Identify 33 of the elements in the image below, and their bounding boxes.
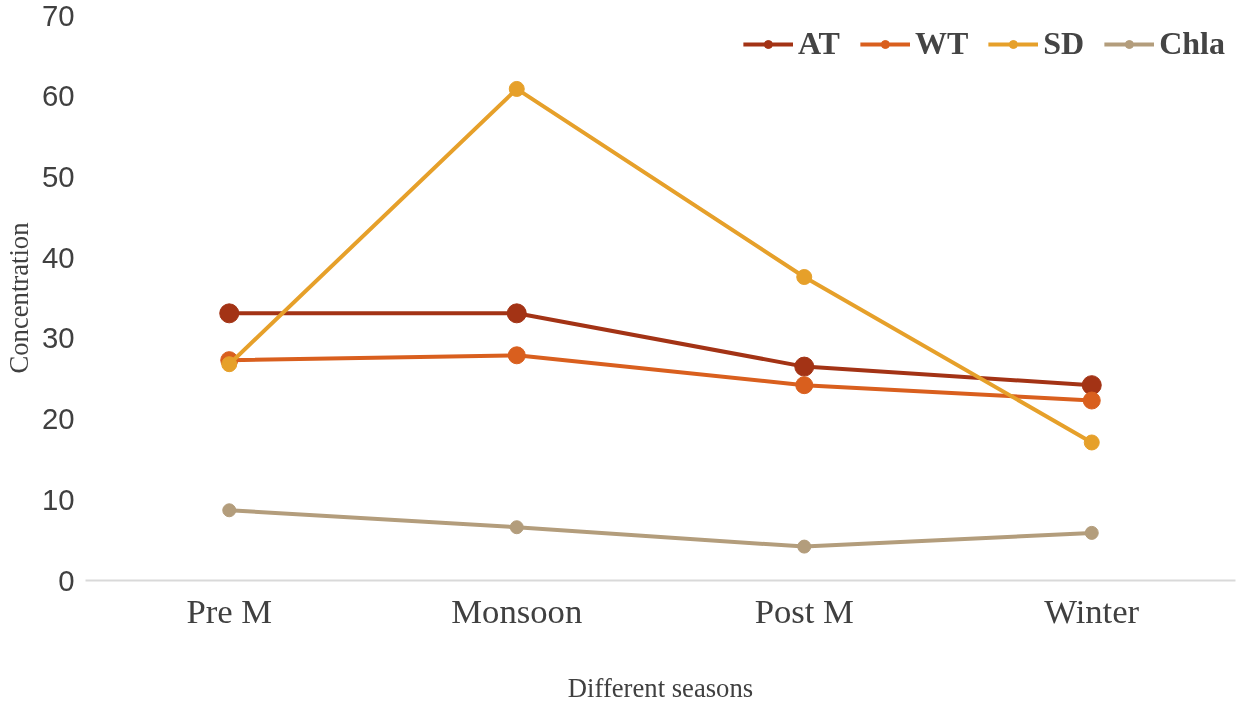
y-tick-label: 70 [41, 0, 75, 32]
legend-label: Chla [1159, 25, 1225, 62]
point [508, 80, 525, 97]
y-tick-label: 60 [41, 79, 75, 113]
x-tick-label: Monsoon [451, 591, 583, 630]
x-axis-title: Different seasons [567, 672, 754, 703]
legend-label: WT [914, 25, 969, 62]
y-tick-label: 50 [41, 159, 75, 193]
y-tick-label: 20 [41, 402, 75, 436]
point [221, 356, 238, 373]
point [1084, 525, 1099, 540]
x-tick-label: Pre M [186, 591, 273, 630]
point [1083, 434, 1100, 451]
point [222, 503, 237, 518]
y-axis-title: Concentration [3, 222, 34, 374]
x-tick-label: Post M [754, 591, 854, 630]
y-tick-label: 40 [41, 240, 75, 274]
point [796, 269, 813, 285]
point [509, 520, 524, 535]
point [795, 376, 814, 395]
y-tick-label: 0 [58, 563, 75, 597]
point [507, 346, 526, 365]
x-tick-label: Winter [1044, 591, 1140, 630]
legend-label: AT [797, 25, 840, 62]
point [797, 539, 812, 554]
point [794, 356, 815, 377]
legend-label: SD [1043, 25, 1085, 62]
point [1082, 391, 1101, 410]
point [219, 303, 240, 324]
y-tick-label: 10 [41, 482, 75, 516]
point [506, 303, 527, 324]
y-tick-label: 30 [41, 321, 75, 355]
point [1081, 375, 1102, 396]
